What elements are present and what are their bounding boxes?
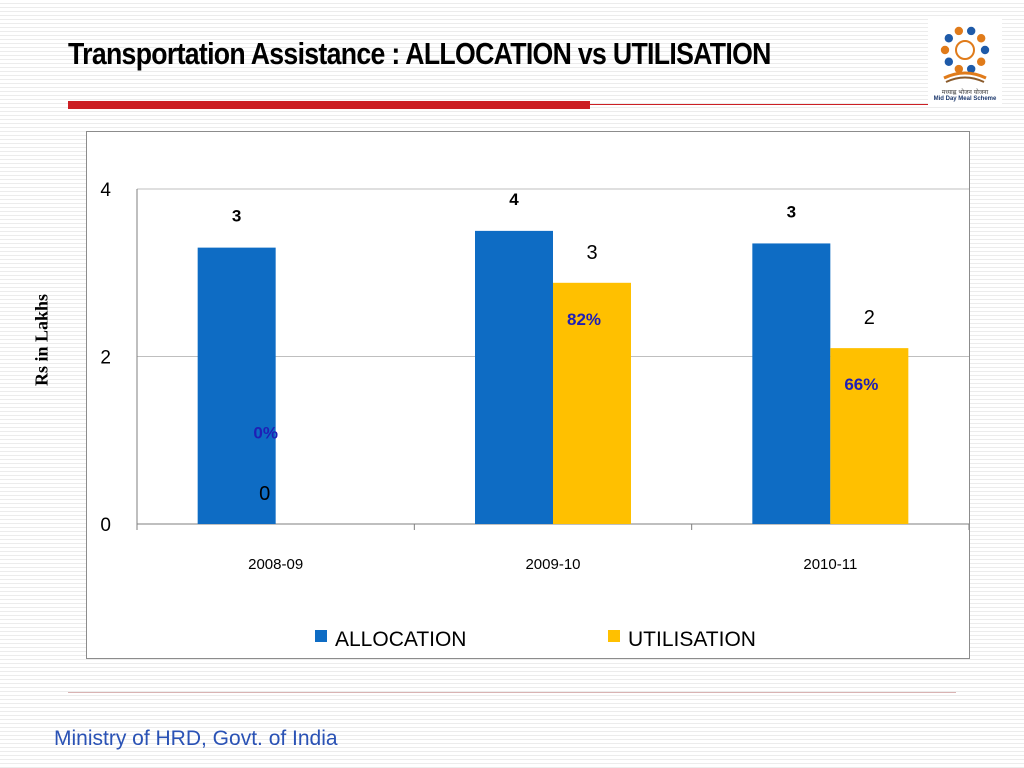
legend-label: UTILISATION [628,628,756,651]
footer-divider [68,692,956,693]
bar-allocation [752,243,831,524]
y-axis-label: Rs in Lakhs [31,293,52,387]
title-underline [68,101,590,109]
logo-figure-icon [976,34,986,43]
logo-figure-icon [954,64,964,74]
y-tick-label: 4 [100,180,111,201]
bar-allocation [197,247,276,524]
slide-title: Transportation Assistance : ALLOCATION v… [68,36,771,71]
bar-utilisation [553,282,631,524]
logo-figure-icon [954,26,964,36]
logo-figure-icon [940,45,950,55]
bar-allocation [475,230,553,524]
bar-chart: 0 2 4 3 0 0% 2008-09 4 3 82% 2009-10 3 2 66% 2010-11 AL… [100,180,970,651]
logo-caption-english: Mid Day Meal Scheme [933,96,997,102]
logo-figure-icon [976,57,986,66]
chart-area: 0 2 4 3 0 0% 2008-09 4 3 82% 2009-10 3 2 66% 2010-11 AL… [86,131,970,659]
x-tick-label: 2008-09 [248,556,303,573]
utilisation-percent-annotation: 0% [253,423,278,442]
bar-allocation-value-label: 4 [509,190,519,209]
legend-swatch [315,630,327,642]
utilisation-percent-annotation: 66% [844,375,878,394]
title-underline-thin [590,104,958,105]
x-tick-label: 2010-11 [803,556,857,573]
logo-emblem-icon [940,26,990,83]
y-tick-label: 2 [100,348,111,369]
bar-utilisation [830,348,909,524]
y-tick-label: 0 [100,515,111,536]
x-tick-label: 2009-10 [525,556,580,573]
logo-figure-icon [966,26,976,36]
utilisation-percent-annotation: 82% [567,310,601,329]
mid-day-meal-logo: मध्याह्न भोजन योजना Mid Day Meal Scheme [928,16,1002,106]
logo-figure-icon [944,34,954,43]
legend-label: ALLOCATION [335,628,466,651]
logo-figure-icon [944,57,954,66]
footer-text: Ministry of HRD, Govt. of India [54,727,338,750]
legend-swatch [608,630,620,642]
logo-caption-hindi: मध्याह्न भोजन योजना [941,89,989,96]
bar-allocation-value-label: 3 [232,207,241,226]
bar-allocation-value-label: 3 [787,202,796,221]
bar-utilisation-value-label: 2 [864,307,875,329]
logo-figure-icon [966,64,976,74]
bar-utilisation-value-label: 3 [586,242,597,264]
logo-figure-icon [980,45,990,55]
bar-utilisation-value-label: 0 [259,483,270,505]
